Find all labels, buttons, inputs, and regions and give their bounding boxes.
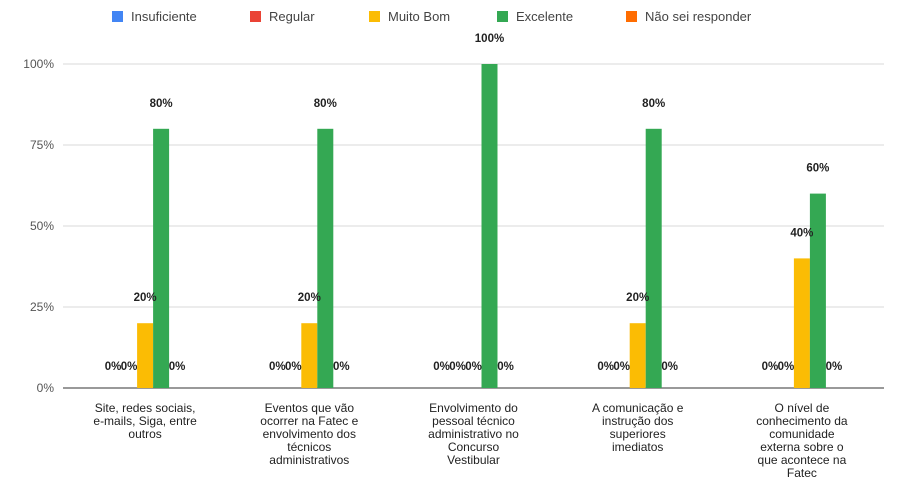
data-label-0-3: 0% xyxy=(597,361,614,373)
data-label-3-4: 60% xyxy=(806,163,829,175)
data-label-2-2: 0% xyxy=(465,361,482,373)
category-label-1: Eventos que vão ocorrer na Fatec e envolvi… xyxy=(260,401,358,467)
bar-2-1 xyxy=(301,323,318,388)
bar-2-4 xyxy=(793,258,810,388)
legend-swatch-0 xyxy=(112,11,123,22)
legend-swatch-3 xyxy=(497,11,508,22)
category-label-line: ocorrer na Fatec e xyxy=(260,414,358,428)
data-label-2-4: 40% xyxy=(790,227,813,239)
legend-label-3: Excelente xyxy=(516,9,573,24)
data-label-4-3: 0% xyxy=(661,361,678,373)
y-tick-label-4: 100% xyxy=(23,57,54,71)
category-label-line: administrativo no xyxy=(428,427,519,441)
data-label-3-2: 100% xyxy=(475,33,504,45)
bar-3-4 xyxy=(809,193,826,388)
legend-label-1: Regular xyxy=(269,9,315,24)
data-label-1-1: 0% xyxy=(285,361,302,373)
category-label-line: conhecimento da xyxy=(756,414,848,428)
category-label-4: O nível de conhecimento da comunidade exter… xyxy=(756,401,848,480)
data-label-0-1: 0% xyxy=(269,361,286,373)
category-label-line: Concurso xyxy=(448,440,500,454)
data-label-4-0: 0% xyxy=(169,361,186,373)
category-label-line: Fatec xyxy=(787,466,817,480)
data-label-2-1: 20% xyxy=(298,292,321,304)
category-label-line: administrativos xyxy=(269,453,349,467)
bar-3-3 xyxy=(645,128,662,389)
data-label-3-3: 80% xyxy=(642,98,665,110)
category-label-line: instrução dos xyxy=(602,414,673,428)
data-label-4-1: 0% xyxy=(333,361,350,373)
data-label-2-0: 20% xyxy=(134,292,157,304)
category-label-line: Vestibular xyxy=(447,453,500,467)
bar-3-1 xyxy=(317,128,334,389)
category-label-3: A comunicação e instrução dos superiores im… xyxy=(592,401,684,454)
gridlines xyxy=(63,63,884,389)
data-label-3-1: 80% xyxy=(314,98,337,110)
data-label-1-2: 0% xyxy=(449,361,466,373)
data-label-0-4: 0% xyxy=(762,361,779,373)
legend-swatch-2 xyxy=(369,11,380,22)
category-label-line: envolvimento dos xyxy=(263,427,356,441)
bar-2-0 xyxy=(137,323,154,388)
legend-swatch-1 xyxy=(250,11,261,22)
y-tick-label-3: 75% xyxy=(30,138,54,152)
data-labels: 0% 0%20%80%0% 0% 0%20%80%0% 0% 0% 0%100%0% 0% 0%… xyxy=(105,33,842,373)
y-axis: 0% 25% 50% 75% 100% xyxy=(23,57,54,395)
x-axis: Site, redes sociais, e-mails, Siga, entre… xyxy=(93,401,848,480)
data-label-4-2: 0% xyxy=(497,361,514,373)
data-label-0-2: 0% xyxy=(433,361,450,373)
category-label-0: Site, redes sociais, e-mails, Siga, entre… xyxy=(93,401,197,441)
bar-2-3 xyxy=(629,323,646,388)
data-label-1-3: 0% xyxy=(613,361,630,373)
legend-swatch-4 xyxy=(626,11,637,22)
category-label-line: que acontece na xyxy=(758,453,847,467)
data-label-0-0: 0% xyxy=(105,361,122,373)
category-label-line: Eventos que vão xyxy=(265,401,355,415)
bar-3-2 xyxy=(481,64,498,388)
category-label-line: pessoal técnico xyxy=(432,414,515,428)
category-label-line: comunidade xyxy=(769,427,835,441)
legend-label-2: Muito Bom xyxy=(388,9,450,24)
data-label-2-3: 20% xyxy=(626,292,649,304)
category-label-line: O nível de xyxy=(775,401,830,415)
data-label-3-0: 80% xyxy=(150,98,173,110)
category-label-line: Envolvimento do xyxy=(429,401,518,415)
legend-label-0: Insuficiente xyxy=(131,9,197,24)
data-label-1-0: 0% xyxy=(121,361,138,373)
y-tick-label-0: 0% xyxy=(37,381,55,395)
data-label-1-4: 0% xyxy=(778,361,795,373)
category-label-line: técnicos xyxy=(287,440,331,454)
category-label-line: A comunicação e xyxy=(592,401,684,415)
y-tick-label-2: 50% xyxy=(30,219,54,233)
data-label-4-4: 0% xyxy=(826,361,843,373)
legend: Insuficiente Regular Muito Bom Excelente Não… xyxy=(112,9,752,24)
category-label-2: Envolvimento do pessoal técnico administra… xyxy=(428,401,519,467)
legend-label-4: Não sei responder xyxy=(645,9,752,24)
y-tick-label-1: 25% xyxy=(30,300,54,314)
category-label-line: e-mails, Siga, entre xyxy=(93,414,197,428)
category-label-line: imediatos xyxy=(612,440,663,454)
category-label-line: superiores xyxy=(610,427,666,441)
category-label-line: outros xyxy=(128,427,161,441)
bar-3-0 xyxy=(153,128,170,389)
bars xyxy=(137,64,826,389)
category-label-line: Site, redes sociais, xyxy=(95,401,196,415)
category-label-line: externa sobre o xyxy=(760,440,844,454)
